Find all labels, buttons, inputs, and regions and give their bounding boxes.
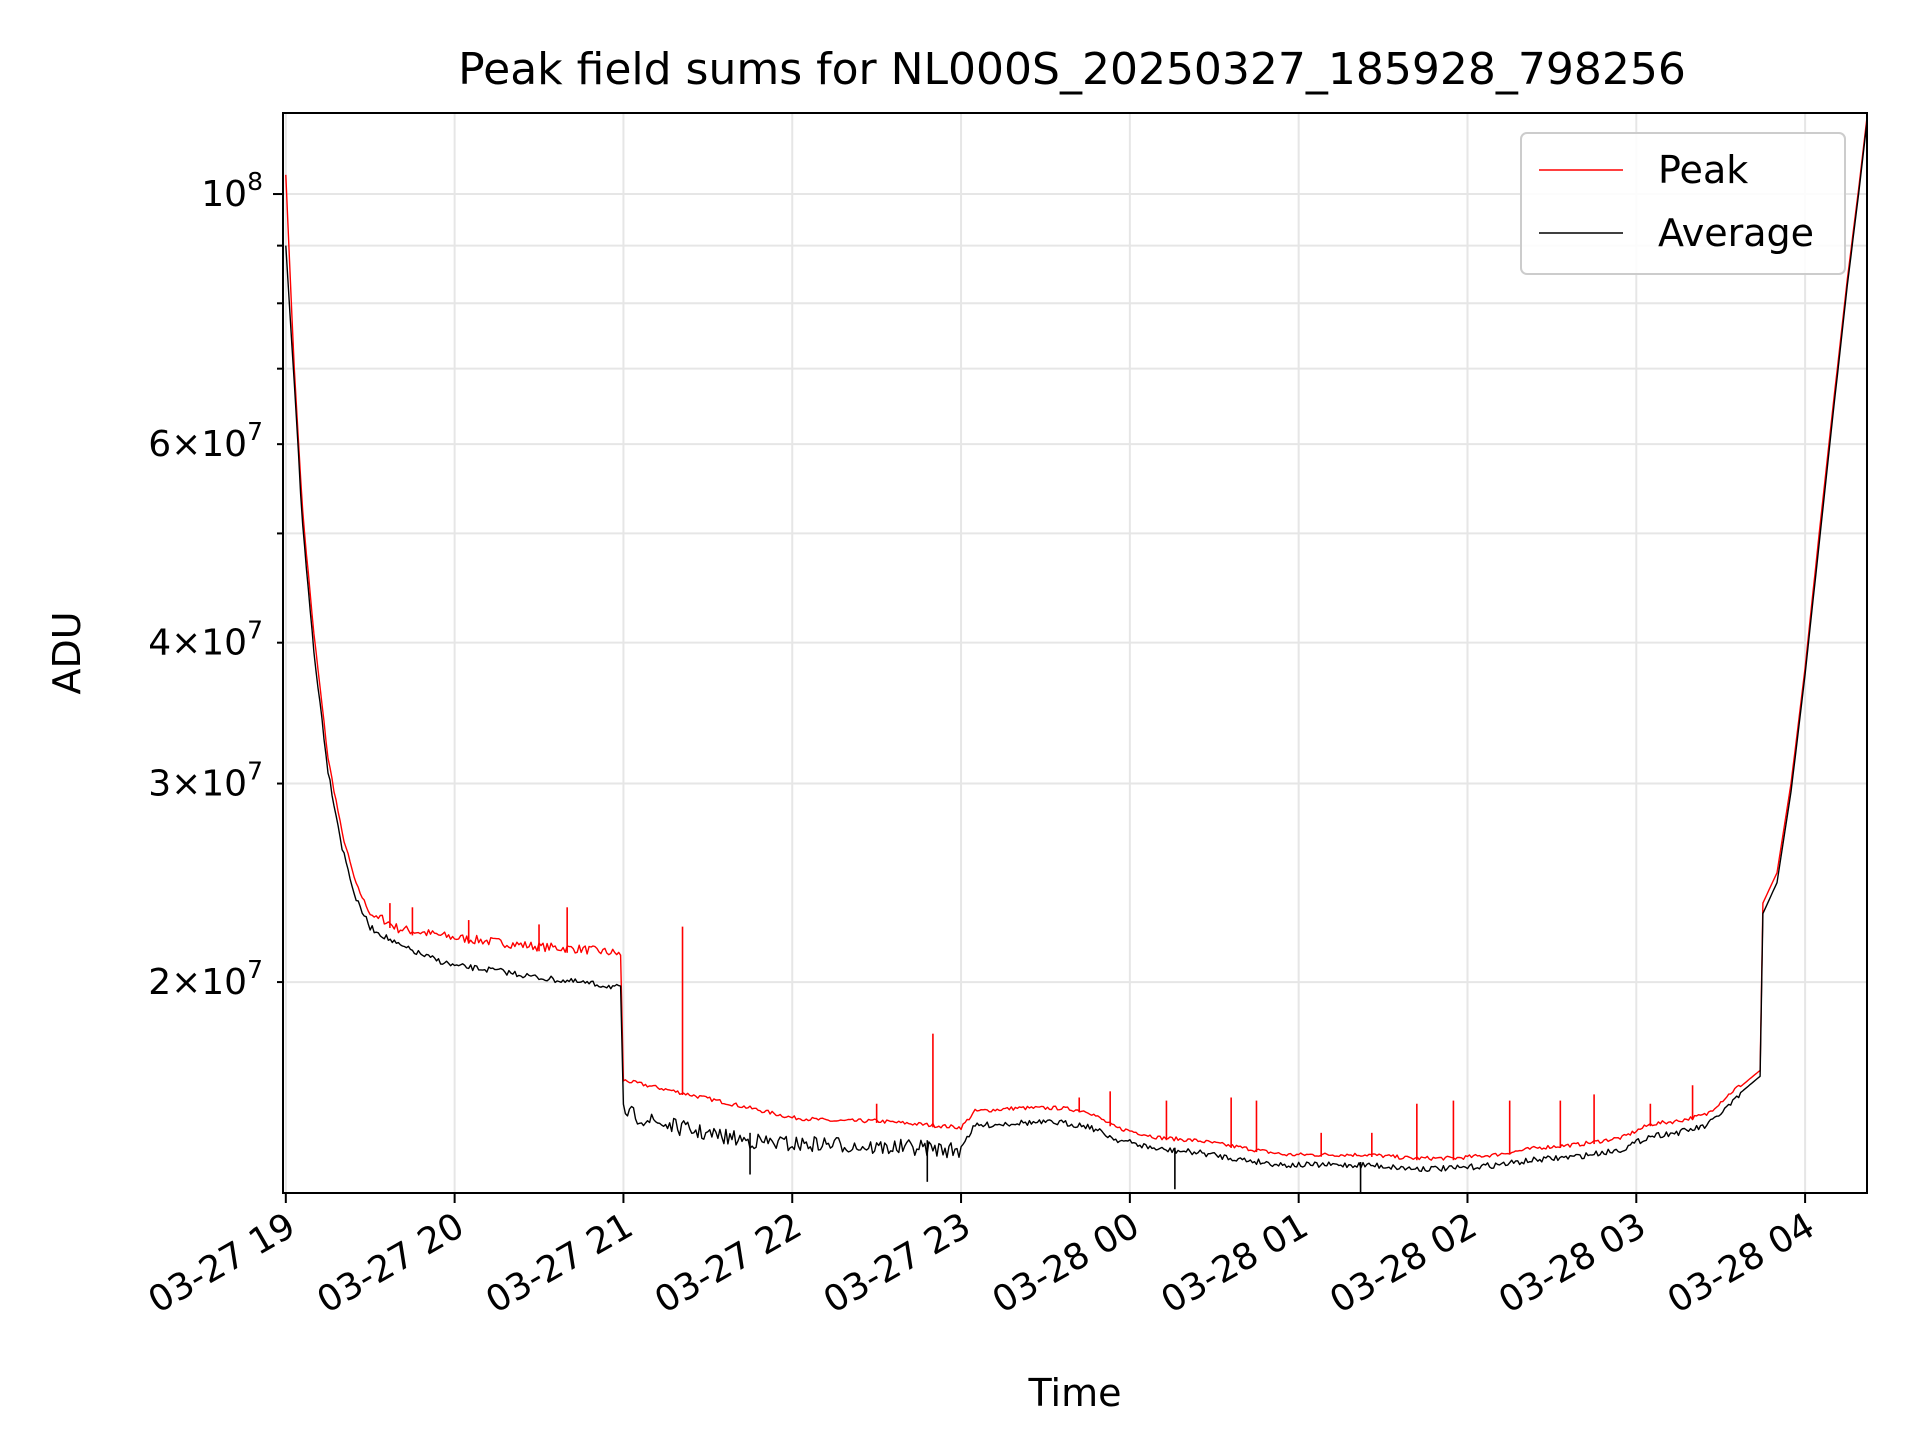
y-tick-label: 4×107 bbox=[148, 616, 263, 664]
legend-average-label: Average bbox=[1658, 211, 1814, 255]
y-tick-label: 3×107 bbox=[148, 757, 263, 805]
legend: Peak Average bbox=[1520, 132, 1846, 275]
y-tick-label: 6×107 bbox=[148, 417, 263, 465]
series-layer bbox=[285, 117, 1867, 1193]
y-axis-ticks: 108 2×107 3×107 4×107 6×107 bbox=[148, 167, 283, 1003]
y-tick-label: 2×107 bbox=[148, 955, 263, 1003]
y-axis-label: ADU bbox=[45, 611, 89, 694]
legend-peak-label: Peak bbox=[1658, 148, 1748, 192]
x-axis-label: Time bbox=[1028, 1371, 1122, 1415]
y-tick-label: 108 bbox=[201, 167, 263, 215]
plot-frame bbox=[282, 112, 1868, 1194]
series-line-peak bbox=[285, 117, 1867, 1161]
chart-title: Peak field sums for NL000S_20250327_1859… bbox=[458, 44, 1686, 95]
series-line-average bbox=[285, 121, 1867, 1172]
legend-box bbox=[1520, 132, 1846, 275]
